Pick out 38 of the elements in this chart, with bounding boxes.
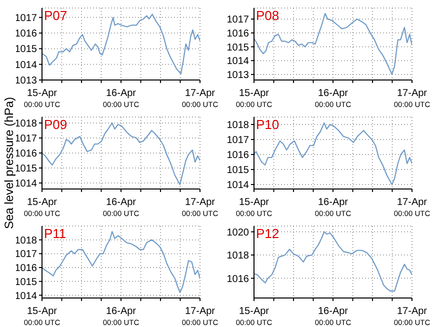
x-tick-label: 17-Apr 00:00 UTC	[394, 306, 431, 327]
x-tick-label: 15-Apr 00:00 UTC	[236, 306, 273, 327]
x-tick-label: 16-Apr 00:00 UTC	[102, 88, 140, 109]
x-tick-label: 16-Apr 00:00 UTC	[314, 197, 352, 218]
x-tick-label: 15-Apr 00:00 UTC	[24, 88, 61, 109]
x-tick-label: 17-Apr 00:00 UTC	[182, 88, 219, 109]
y-tick-label: 1014	[226, 56, 250, 68]
chart-title: P07	[44, 8, 68, 23]
chart-title: P08	[256, 8, 280, 23]
y-tick-label: 1014	[226, 180, 250, 192]
x-tick-label: 17-Apr 00:00 UTC	[394, 197, 431, 218]
x-tick-label: 16-Apr 00:00 UTC	[102, 306, 140, 327]
x-tick-label: 17-Apr 00:00 UTC	[182, 197, 219, 218]
chart-title: P12	[256, 226, 280, 241]
x-tick-label: 15-Apr 00:00 UTC	[24, 197, 61, 218]
x-tick-label: 15-Apr 00:00 UTC	[24, 306, 61, 327]
x-tick-label: 16-Apr 00:00 UTC	[314, 306, 352, 327]
y-tick-label: 1016	[226, 28, 250, 40]
y-tick-label: 1017	[226, 14, 250, 26]
y-tick-label: 1013	[226, 70, 250, 82]
chart-title: P09	[44, 117, 68, 132]
y-tick-label: 1018	[226, 250, 250, 262]
chart-title: P11	[44, 226, 66, 241]
y-axis-title: Sea level pressure (hPa)	[2, 96, 16, 230]
chart-title: P10	[256, 117, 280, 132]
y-tick-label: 1015	[226, 42, 250, 54]
y-tick-label: 1017	[226, 135, 250, 146]
y-tick-label: 1015	[226, 165, 250, 176]
y-tick-label: 1016	[226, 150, 250, 162]
x-tick-label: 15-Apr 00:00 UTC	[236, 88, 273, 109]
x-tick-label: 15-Apr 00:00 UTC	[236, 197, 273, 218]
x-tick-label: 17-Apr 00:00 UTC	[394, 88, 431, 109]
x-tick-label: 16-Apr 00:00 UTC	[102, 197, 140, 218]
x-tick-label: 17-Apr 00:00 UTC	[182, 306, 219, 327]
y-tick-label: 1016	[226, 274, 250, 285]
y-tick-label: 1018	[226, 120, 250, 132]
y-tick-label: 1020	[226, 227, 250, 238]
x-tick-label: 16-Apr 00:00 UTC	[314, 88, 352, 109]
